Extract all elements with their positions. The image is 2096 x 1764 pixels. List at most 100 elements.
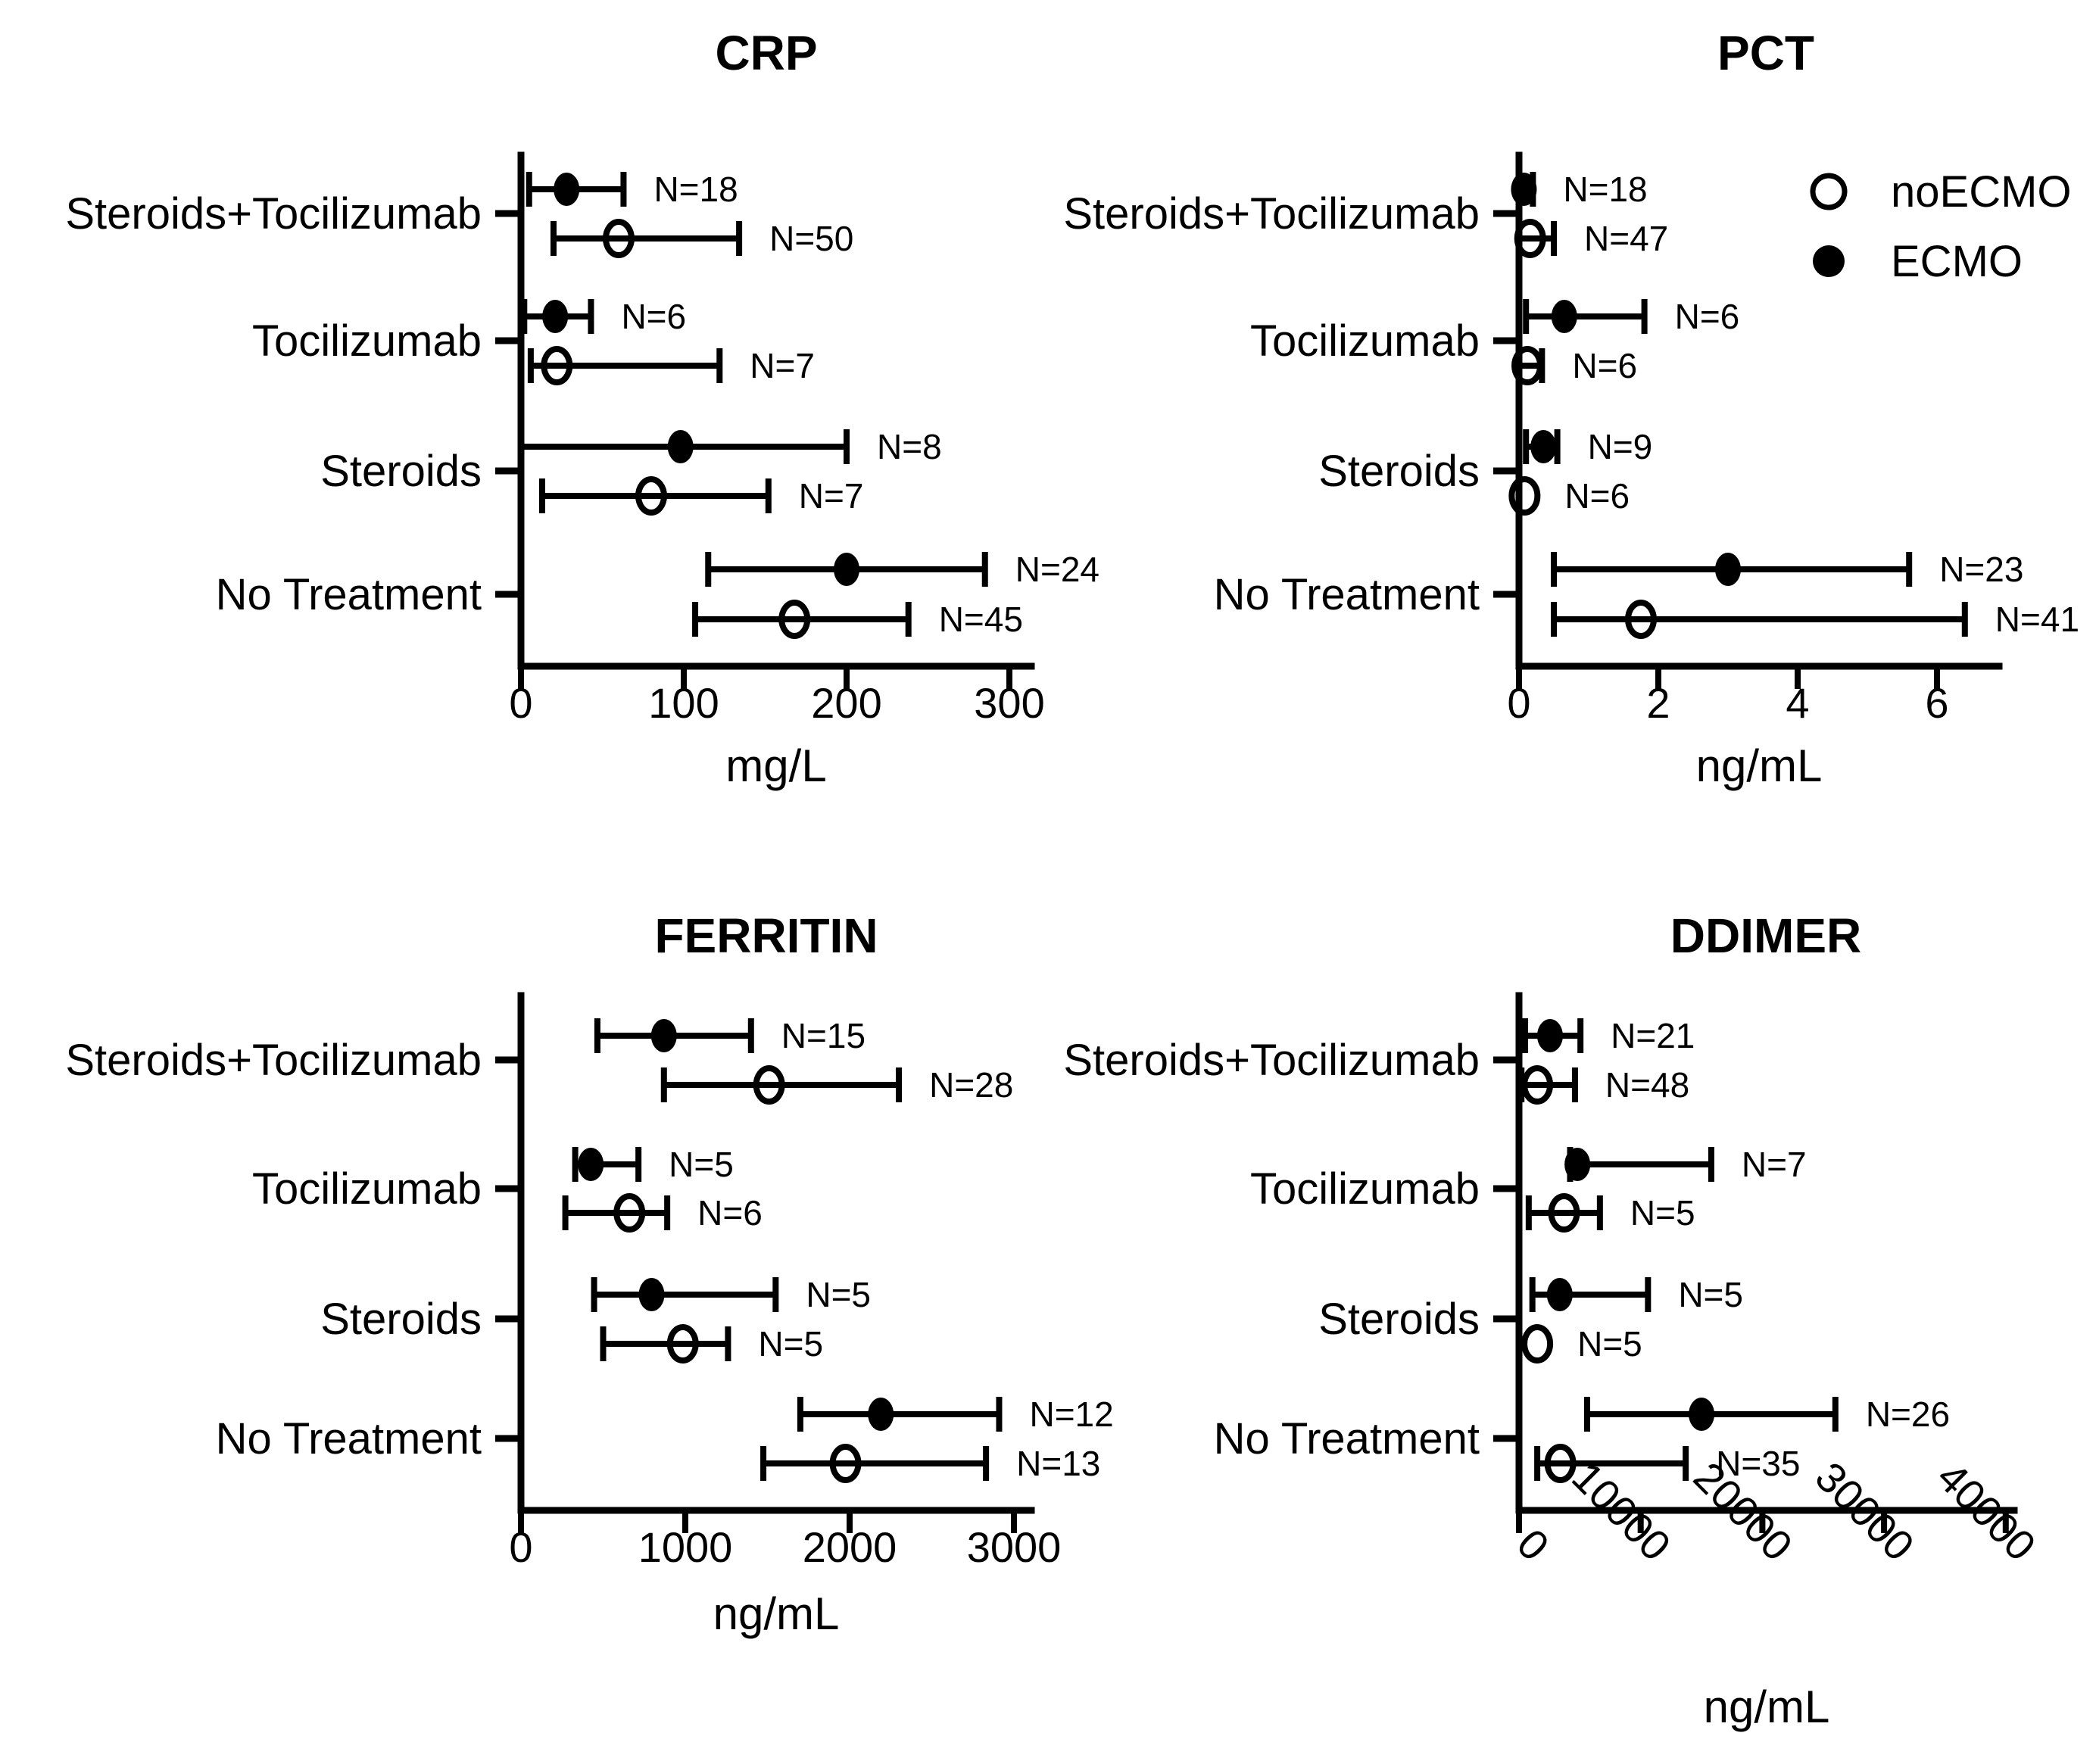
n-label: N=6: [1675, 297, 1740, 336]
x-tick-label: 100: [648, 679, 719, 727]
n-label: N=45: [939, 600, 1023, 639]
x-tick-label: 200: [811, 679, 881, 727]
data-row-ecmo-4: N=23: [1551, 550, 2023, 589]
noecmo-marker: [1514, 219, 1546, 258]
x-tick-label: 2000: [803, 1523, 897, 1571]
panel-ferritin: FERRITIN 0 1000 2000 3000 ng/mL Steroids+Tocil…: [65, 908, 1113, 1639]
category-label: Steroids: [320, 1295, 482, 1344]
data-row-ecmo-2: N=6: [521, 297, 686, 336]
data-row-noecmo-4: N=35: [1534, 1444, 1800, 1483]
noecmo-marker: [613, 1193, 646, 1233]
legend-ecmo-marker: [1813, 245, 1845, 277]
n-label: N=12: [1029, 1395, 1113, 1434]
ecmo-marker: [1689, 1398, 1715, 1431]
data-row-ecmo-3: N=5: [1529, 1275, 1743, 1314]
noecmo-marker: [1544, 1444, 1577, 1483]
noecmo-marker: [1511, 346, 1544, 385]
n-label: N=21: [1611, 1016, 1695, 1055]
x-axis-unit-label: mg/L: [725, 740, 826, 791]
n-label: N=23: [1939, 550, 2023, 589]
ecmo-marker: [1551, 300, 1577, 333]
noecmo-marker: [1548, 1193, 1580, 1233]
data-row-noecmo-1: N=47: [1514, 219, 1668, 258]
data-row-ecmo-1: N=18: [526, 170, 738, 209]
n-label: N=24: [1015, 550, 1099, 589]
ecmo-marker: [1530, 430, 1557, 463]
data-row-noecmo-2: N=7: [527, 346, 815, 385]
data-row-noecmo-3: N=7: [538, 476, 863, 516]
panel-title: PCT: [1717, 26, 1814, 80]
data-row-ecmo-1: N=15: [594, 1016, 866, 1055]
n-label: N=7: [750, 346, 815, 385]
ecmo-marker: [1564, 1148, 1591, 1181]
x-tick-label: 3000: [967, 1523, 1062, 1571]
n-label: N=6: [1564, 476, 1630, 516]
noecmo-marker: [666, 1324, 699, 1364]
data-row-noecmo-1: N=48: [1518, 1065, 1689, 1105]
x-axis-unit-label: ng/mL: [713, 1588, 840, 1639]
ecmo-marker: [1546, 1278, 1573, 1311]
data-row-ecmo-4: N=24: [705, 550, 1099, 589]
category-label: Steroids: [1318, 1295, 1480, 1344]
x-tick-label: 0: [1507, 679, 1530, 727]
n-label: N=41: [1995, 600, 2079, 639]
category-label: No Treatment: [216, 570, 482, 619]
noecmo-marker: [778, 600, 811, 639]
category-label: Steroids+Tocilizumab: [65, 1036, 482, 1085]
data-row-noecmo-2: N=6: [562, 1193, 763, 1233]
data-row-noecmo-3: N=5: [1521, 1324, 1642, 1364]
noecmo-marker: [541, 346, 573, 385]
n-label: N=13: [1016, 1444, 1100, 1483]
n-label: N=9: [1588, 427, 1653, 466]
data-row-ecmo-1: N=21: [1522, 1016, 1695, 1055]
panel-title: DDIMER: [1670, 908, 1861, 963]
n-label: N=26: [1866, 1395, 1950, 1434]
x-tick-label: 6: [1925, 679, 1948, 727]
x-tick-label: 2: [1646, 679, 1670, 727]
panel-title: FERRITIN: [654, 908, 878, 963]
noecmo-marker: [1625, 600, 1657, 639]
data-row-noecmo-1: N=28: [660, 1065, 1013, 1105]
data-row-noecmo-3: N=6: [1508, 476, 1630, 516]
x-tick-label: 0: [509, 1523, 532, 1571]
ecmo-marker: [1536, 1019, 1563, 1052]
noecmo-marker: [1521, 1065, 1554, 1105]
n-label: N=15: [781, 1016, 866, 1055]
data-row-ecmo-4: N=12: [797, 1395, 1114, 1434]
n-label: N=50: [769, 219, 853, 258]
n-label: N=6: [697, 1193, 763, 1233]
noecmo-marker: [603, 219, 635, 258]
ecmo-marker: [1715, 553, 1741, 586]
ecmo-marker: [542, 300, 569, 333]
x-tick-label: 300: [974, 679, 1044, 727]
n-label: N=6: [1572, 346, 1637, 385]
data-row-ecmo-3: N=9: [1523, 427, 1653, 466]
n-label: N=5: [806, 1275, 871, 1314]
x-tick-label: 1000: [638, 1523, 733, 1571]
ecmo-marker: [834, 553, 859, 586]
n-label: N=8: [877, 427, 942, 466]
n-label: N=28: [929, 1065, 1013, 1105]
n-label: N=6: [621, 297, 686, 336]
data-row-noecmo-2: N=5: [1525, 1193, 1695, 1233]
data-row-ecmo-1: N=18: [1511, 170, 1648, 209]
category-label: Steroids: [1318, 447, 1480, 496]
data-row-ecmo-2: N=5: [572, 1145, 734, 1184]
data-row-ecmo-3: N=5: [591, 1275, 871, 1314]
ecmo-marker: [1511, 173, 1537, 206]
category-label: No Treatment: [1214, 1414, 1480, 1463]
data-row-ecmo-2: N=7: [1564, 1145, 1807, 1184]
n-label: N=5: [669, 1145, 734, 1184]
x-tick-label: 0: [509, 679, 532, 727]
data-row-noecmo-4: N=41: [1551, 600, 2079, 639]
category-label: No Treatment: [1214, 570, 1480, 619]
category-label: Steroids: [320, 447, 482, 496]
data-row-noecmo-2: N=6: [1511, 346, 1637, 385]
category-label: Tocilizumab: [1250, 316, 1480, 366]
category-label: Tocilizumab: [1250, 1164, 1480, 1214]
panel-crp: CRP 0 100 200 300 mg/L Steroids+Tocilizumab Toc…: [65, 26, 1099, 791]
category-label: Tocilizumab: [252, 316, 482, 366]
n-label: N=5: [1678, 1275, 1743, 1314]
